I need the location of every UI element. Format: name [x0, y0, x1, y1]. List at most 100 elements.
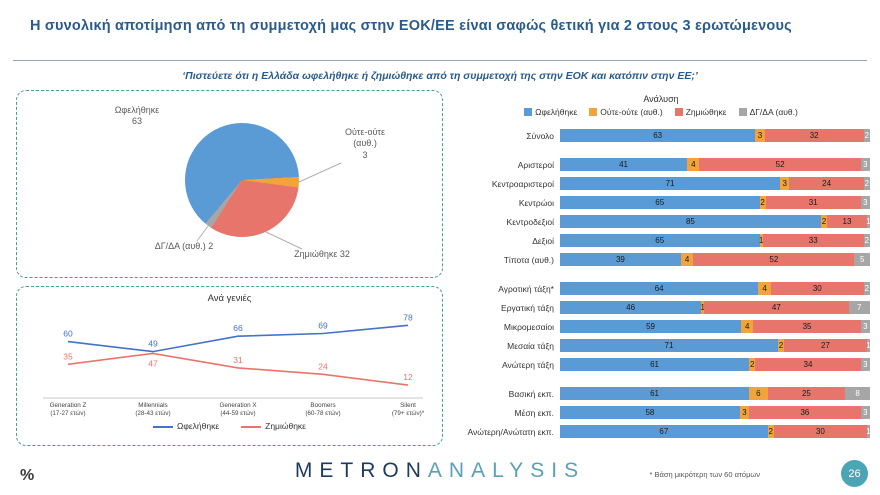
bar-segment: 1	[866, 425, 871, 438]
bar-segment: 65	[560, 234, 760, 247]
bar-segment: 1	[866, 339, 871, 352]
bar-segment: 59	[560, 320, 742, 333]
percent-label: %	[20, 467, 35, 484]
bar-segment: 3	[780, 177, 790, 190]
legend-item: Ούτε-ούτε (αυθ.)	[589, 107, 663, 117]
bar-segment: 31	[765, 196, 861, 209]
category-label: (79+ ετών)*	[392, 409, 425, 417]
pie-label-benefited: Ωφελήθηκε 63	[114, 105, 160, 127]
generations-line-chart: 60 49 66 69 78 35 47 31 24 12 Generation Z(17-27 ε…	[43, 312, 425, 417]
bar-segment: 3	[739, 406, 750, 419]
bar-track: 63 3 32 2	[560, 129, 870, 142]
bar-row-label: Αγροτική τάξη*	[498, 283, 554, 294]
point-label: 35	[63, 351, 73, 361]
bar-row: Βασική εκπ. 61 6 25 8	[452, 387, 870, 400]
bar-row: Μέση εκπ. 58 3 36 3	[452, 406, 870, 419]
bar-segment: 3	[860, 158, 870, 171]
bar-segment: 5	[854, 253, 870, 266]
legend-swatch	[674, 108, 683, 116]
metron-analysis-logo: METRONANALYSIS	[0, 459, 880, 483]
bar-segment: 61	[560, 358, 750, 371]
bar-segment: 36	[749, 406, 861, 419]
bar-segment: 25	[767, 387, 846, 400]
bar-row-label: Ανώτερη/Ανώτατη εκπ.	[467, 426, 555, 437]
bar-row-label: Ανώτερη τάξη	[501, 359, 554, 370]
point-label: 31	[233, 355, 243, 365]
generations-chart-title: Ανά γενιές	[207, 293, 252, 304]
legend-item: Ωφελήθηκε	[153, 421, 219, 431]
bar-segment: 7	[848, 301, 870, 314]
pie-label-neither: Ούτε-ούτε (αυθ.) 3	[345, 127, 385, 160]
breakdown-rows: Σύνολο 63 3 32 2 Αριστεροί 41 4 52 3 Κεντροαριστερ…	[452, 129, 871, 438]
legend-item: Ωφελήθηκε	[524, 107, 577, 117]
bar-segment: 3	[860, 406, 870, 419]
point-label: 69	[318, 321, 328, 331]
page-title: Η συνολική αποτίμηση από τη συμμετοχή μα…	[30, 18, 792, 34]
point-label: 24	[318, 361, 328, 371]
bar-segment: 4	[687, 158, 700, 171]
bar-segment: 58	[560, 406, 740, 419]
bar-segment: 3	[860, 196, 870, 209]
bar-segment: 34	[755, 358, 861, 371]
point-label: 60	[63, 329, 73, 339]
generations-panel: Ανά γενιές 60 49 66 69 78 35 47 31 24 12 Generatio…	[16, 286, 443, 446]
bar-row: Εργατική τάξη 46 1 47 7	[452, 301, 870, 314]
bar-row: Ανώτερη/Ανώτατη εκπ. 67 2 30 1	[452, 425, 871, 438]
bar-row: Κεντρώοι 65 2 31 3	[452, 196, 870, 209]
legend-line-swatch	[241, 425, 262, 428]
bar-row-label: Εργατική τάξη	[501, 302, 554, 313]
line-series-1	[67, 352, 409, 386]
bar-segment: 2	[863, 234, 870, 247]
bar-segment: 61	[560, 387, 750, 400]
bar-track: 71 3 24 2	[560, 177, 870, 190]
category-label: (60-78 ετών)	[305, 409, 340, 417]
bar-segment: 65	[560, 196, 760, 209]
bar-track: 67 2 30 1	[560, 425, 871, 438]
bar-segment: 30	[770, 282, 864, 295]
bar-segment: 2	[777, 339, 785, 352]
category-label: (28-43 ετών)	[135, 409, 170, 417]
legend-swatch	[589, 108, 598, 116]
generations-legend: Ωφελήθηκε Ζημιώθηκε	[17, 421, 442, 431]
bar-segment: 6	[749, 387, 768, 400]
bar-track: 64 4 30 2	[560, 282, 870, 295]
bar-segment: 47	[704, 301, 849, 314]
bar-segment: 2	[863, 282, 870, 295]
bar-track: 65 1 33 2	[560, 234, 870, 247]
bar-segment: 41	[560, 158, 688, 171]
bar-segment: 67	[560, 425, 768, 438]
bar-segment: 13	[827, 215, 867, 228]
logo-metron: METRON	[294, 459, 428, 482]
bar-segment: 4	[758, 282, 771, 295]
bar-track: 41 4 52 3	[560, 158, 870, 171]
bar-segment: 32	[764, 129, 864, 142]
group-gap	[452, 148, 870, 158]
bar-row: Σύνολο 63 3 32 2	[452, 129, 870, 142]
point-label: 12	[403, 372, 413, 382]
pie-leader-lines	[196, 162, 342, 250]
category-label: Generation X	[219, 402, 257, 409]
bar-track: 71 2 27 1	[560, 339, 871, 352]
bar-segment: 30	[773, 425, 867, 438]
bar-track: 39 4 52 5	[560, 253, 870, 266]
bar-segment: 24	[789, 177, 864, 190]
bar-segment: 35	[753, 320, 861, 333]
bar-segment: 2	[863, 177, 870, 190]
bar-track: 61 2 34 3	[560, 358, 870, 371]
bar-row: Ανώτερη τάξη 61 2 34 3	[452, 358, 870, 371]
bar-track: 61 6 25 8	[560, 387, 870, 400]
pie-label-harmed: Ζημιώθηκε 32	[294, 249, 350, 259]
bar-row: Αριστεροί 41 4 52 3	[452, 158, 870, 171]
bar-segment: 52	[699, 158, 861, 171]
point-label: 66	[233, 323, 243, 333]
bar-segment: 1	[758, 234, 764, 247]
bar-track: 46 1 47 7	[560, 301, 870, 314]
pie-panel: Ωφελήθηκε 63 Ούτε-ούτε (αυθ.) 3 Ζημιώθηκ…	[16, 90, 443, 278]
group-gap	[452, 272, 870, 282]
bar-segment: 2	[863, 129, 870, 142]
base-footnote: * Βάση μικρότερη των 60 ατόμων	[649, 470, 761, 479]
bar-row-label: Κεντροδεξιοί	[506, 216, 554, 227]
bar-segment: 4	[741, 320, 754, 333]
bar-segment: 1	[700, 301, 705, 314]
